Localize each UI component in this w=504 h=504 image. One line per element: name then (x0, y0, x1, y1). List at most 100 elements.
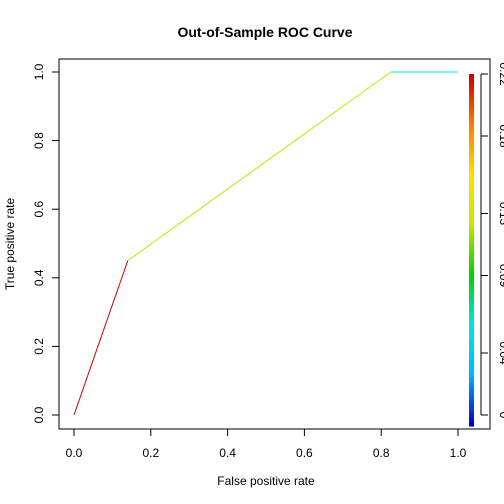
colorbar-cell (469, 342, 474, 348)
y-tick-label: 0.6 (32, 201, 46, 218)
colorbar-cell (469, 214, 474, 220)
colorbar-cell (469, 298, 474, 304)
colorbar-cell (469, 166, 474, 172)
colorbar-cell (469, 219, 474, 225)
colorbar-cell (469, 355, 474, 361)
y-tick-label: 0.8 (32, 132, 46, 149)
colorbar-cell (469, 333, 474, 339)
colorbar-cell (469, 390, 474, 396)
colorbar-cell (469, 316, 474, 321)
colorbar-cell (469, 223, 474, 229)
colorbar-cell (469, 236, 474, 242)
colorbar-cell (469, 104, 474, 110)
colorbar-cell (469, 408, 474, 414)
x-tick-label: 0.0 (66, 446, 83, 460)
colorbar-cell (469, 184, 474, 189)
colorbar-cell (469, 144, 474, 150)
x-tick-label: 0.2 (142, 446, 159, 460)
colorbar-cell (469, 197, 474, 203)
colorbar-cell (469, 201, 474, 207)
colorbar-cell (469, 228, 474, 233)
colorbar-cell (469, 192, 474, 198)
x-tick-label: 0.4 (219, 446, 236, 460)
x-axis-label: False positive rate (217, 474, 315, 488)
colorbar-cell (469, 206, 474, 211)
colorbar-cell (469, 245, 474, 251)
y-tick-label: 0.4 (32, 269, 46, 286)
colorbar-cell (469, 170, 474, 176)
colorbar-cell (469, 395, 474, 401)
colorbar-cell (469, 153, 474, 159)
colorbar-cell (469, 78, 474, 84)
colorbar-cell (469, 324, 474, 330)
colorbar-cell (469, 175, 474, 181)
colorbar-cell (469, 311, 474, 317)
colorbar-cell (469, 91, 474, 97)
colorbar-cell (469, 307, 474, 313)
colorbar-cell (469, 188, 474, 194)
colorbar-cell (469, 263, 474, 269)
colorbar-cell (469, 148, 474, 154)
colorbar-cell (469, 289, 474, 295)
colorbar-cell (469, 412, 474, 418)
colorbar-tick-label: 0.09 (497, 264, 504, 288)
colorbar-cell (469, 126, 474, 132)
colorbar-cell (469, 157, 474, 163)
colorbar-cell (469, 82, 474, 88)
x-tick-label: 0.8 (373, 446, 390, 460)
colorbar-cell (469, 118, 474, 123)
colorbar-tick-label: 0.04 (497, 341, 504, 365)
colorbar-cell (469, 179, 474, 185)
colorbar-cell (469, 399, 474, 405)
colorbar-cell (469, 302, 474, 308)
colorbar-cell (469, 96, 474, 101)
colorbar-tick-label: 0.22 (497, 62, 504, 86)
colorbar-cell (469, 373, 474, 379)
y-axis-label: True positive rate (3, 198, 17, 291)
colorbar-cell (469, 338, 474, 343)
colorbar-cell (469, 250, 474, 255)
y-tick-label: 0.2 (32, 338, 46, 355)
colorbar-cell (469, 276, 474, 282)
colorbar-cell (469, 364, 474, 370)
colorbar-cell (469, 254, 474, 260)
x-tick-label: 1.0 (450, 446, 467, 460)
colorbar-cell (469, 404, 474, 409)
colorbar-cell (469, 210, 474, 216)
colorbar-cell (469, 140, 474, 145)
colorbar-cell (469, 346, 474, 352)
colorbar-cell (469, 285, 474, 291)
colorbar-cell (469, 272, 474, 277)
y-tick-label: 1.0 (32, 63, 46, 80)
x-axis: 0.0 0.2 0.4 0.6 0.8 1.0 (66, 428, 467, 460)
colorbar-cell (469, 162, 474, 167)
colorbar: 0 0.04 0.09 0.13 0.18 0.22 (469, 62, 504, 427)
colorbar-cell (469, 386, 474, 392)
colorbar-cell (469, 320, 474, 326)
colorbar-cell (469, 368, 474, 374)
colorbar-cell (469, 294, 474, 299)
colorbar-tick-label: 0.13 (497, 202, 504, 226)
y-axis: 0.0 0.2 0.4 0.6 0.8 1.0 (32, 63, 60, 423)
chart-title: Out-of-Sample ROC Curve (177, 24, 352, 40)
colorbar-cell (469, 135, 474, 141)
colorbar-cell (469, 74, 474, 79)
colorbar-cell (469, 258, 474, 264)
colorbar-cell (469, 351, 474, 357)
colorbar-tick-label: 0 (497, 412, 504, 419)
colorbar-cell (469, 267, 474, 273)
y-tick-label: 0.0 (32, 406, 46, 423)
roc-segment (73, 260, 129, 416)
x-tick-label: 0.6 (296, 446, 313, 460)
colorbar-cell (469, 100, 474, 106)
colorbar-tick-label: 0.18 (497, 124, 504, 148)
colorbar-cell (469, 377, 474, 383)
colorbar-cell (469, 360, 474, 365)
colorbar-cell (469, 382, 474, 387)
colorbar-cell (469, 421, 474, 427)
colorbar-cell (469, 109, 474, 115)
colorbar-cell (469, 417, 474, 423)
colorbar-cell (469, 241, 474, 247)
colorbar-cell (469, 113, 474, 119)
